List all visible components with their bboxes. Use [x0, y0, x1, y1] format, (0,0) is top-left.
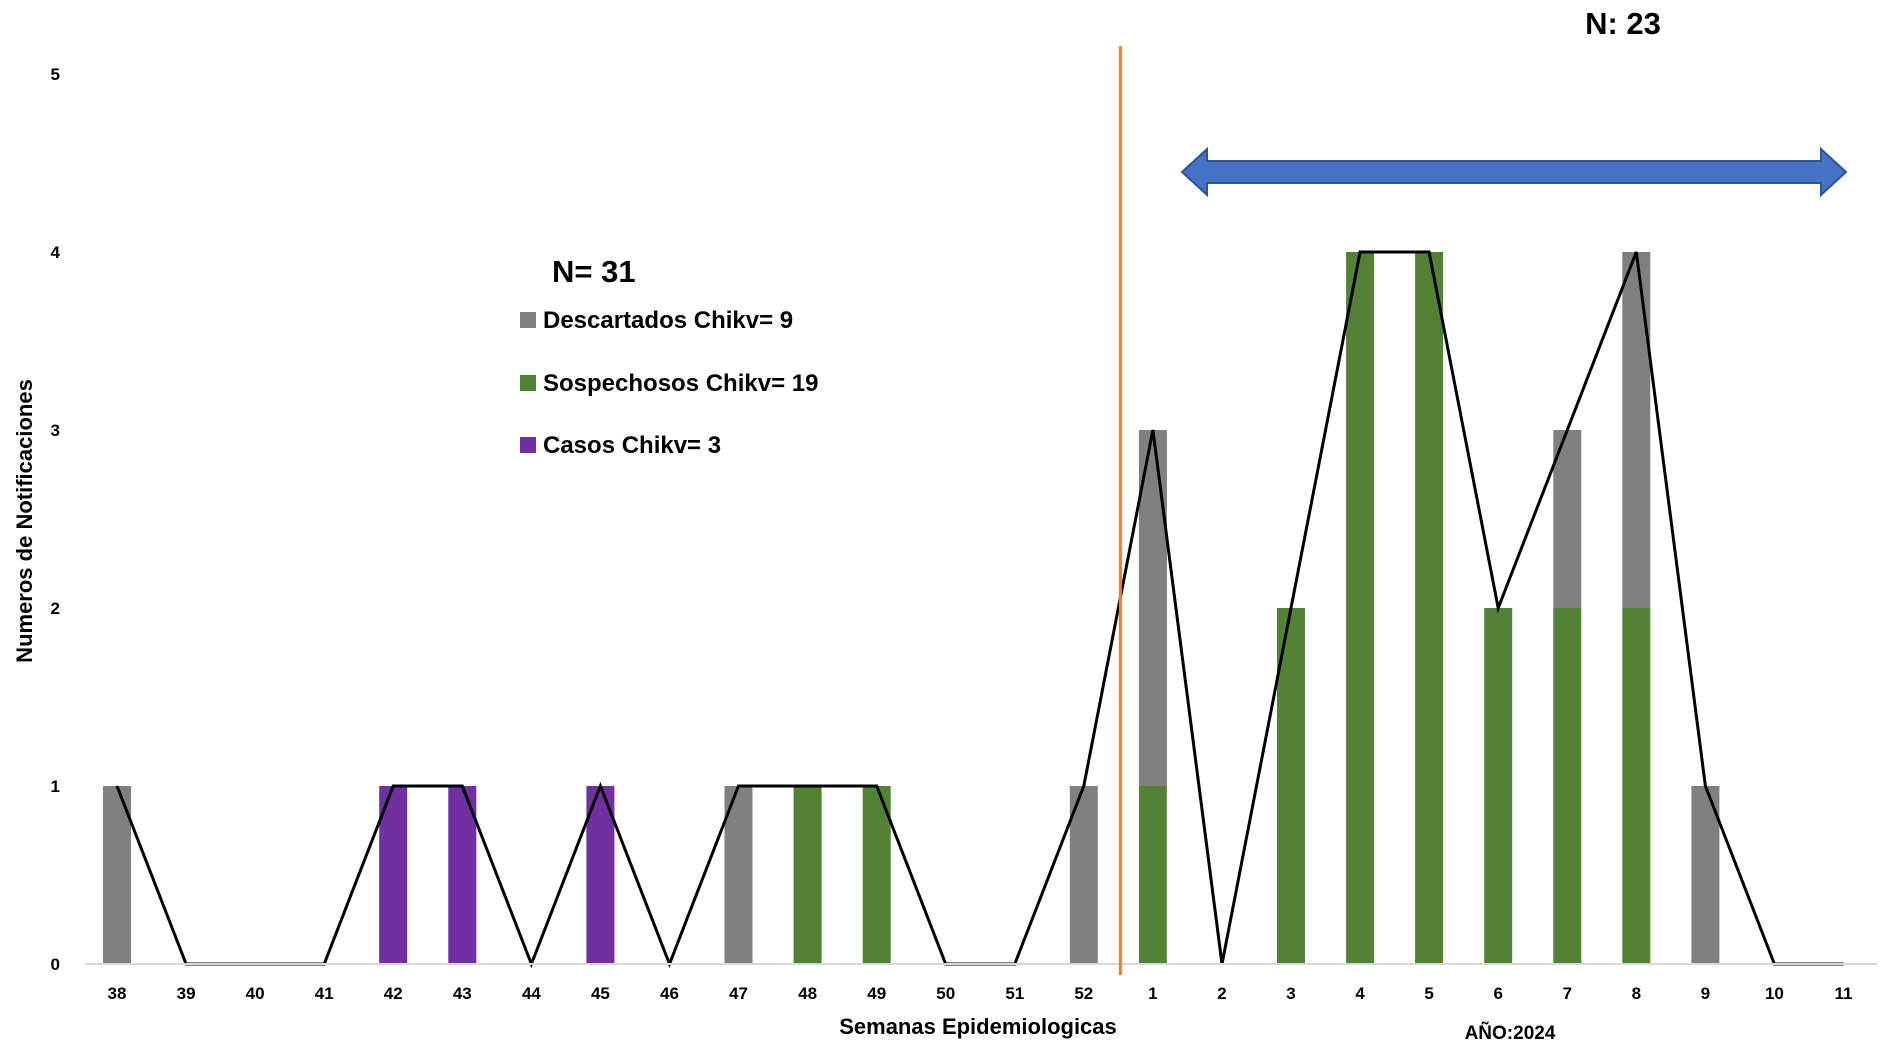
bar-43-series-2 [448, 786, 477, 964]
legend-swatch-0 [520, 312, 536, 328]
x-tick-label: 3 [1286, 984, 1295, 1003]
bar-52-series-1 [1069, 786, 1098, 964]
x-tick-label: 2 [1217, 984, 1226, 1003]
legend-label-2: Casos Chikv= 3 [543, 432, 721, 459]
x-tick-label: 6 [1493, 984, 1502, 1003]
x-tick-label: 38 [108, 984, 127, 1003]
y-tick-label: 1 [51, 777, 60, 796]
bar-1-series-1 [1138, 430, 1167, 786]
legend-title: N= 31 [552, 254, 636, 289]
y-tick-label: 0 [51, 955, 60, 974]
x-tick-label: 49 [867, 984, 886, 1003]
x-tick-label: 11 [1835, 984, 1853, 1003]
x-tick-label: 8 [1632, 984, 1641, 1003]
legend: N= 31 Descartados Chikv= 9 Sospechosos Ch… [520, 254, 818, 459]
bar-6-series-0 [1484, 608, 1513, 964]
bar-49-series-0 [862, 786, 891, 964]
bar-4-series-0 [1346, 252, 1375, 964]
x-tick-label: 41 [315, 984, 334, 1003]
bar-42-series-2 [379, 786, 408, 964]
x-tick-label: 51 [1005, 984, 1024, 1003]
x-tick-label: 43 [453, 984, 472, 1003]
bar-38-series-1 [103, 786, 131, 964]
double-arrow [1180, 146, 1848, 198]
y-tick-labels: 0 1 2 3 4 5 [51, 65, 61, 974]
bar-9-series-1 [1691, 786, 1720, 964]
bar-7-series-0 [1553, 608, 1582, 964]
x-tick-label: 39 [177, 984, 196, 1003]
x-tick-label: 52 [1074, 984, 1093, 1003]
bar-5-series-0 [1415, 252, 1444, 964]
legend-swatch-2 [520, 437, 536, 453]
x-tick-label: 42 [384, 984, 403, 1003]
bar-1-series-0 [1138, 786, 1167, 964]
x-tick-label: 44 [522, 984, 541, 1003]
legend-label-0: Descartados Chikv= 9 [543, 307, 793, 334]
arrow-n-label: N: 23 [1585, 6, 1661, 41]
x-tick-labels: 38 39 40 41 42 43 44 45 46 47 48 49 50 51 52 1 2 3 4 5 6 7 8 9 1… [108, 984, 1853, 1003]
bar-45-series-2 [586, 786, 615, 964]
bar-48-series-0 [793, 786, 822, 964]
x-tick-label: 9 [1701, 984, 1710, 1003]
x-axis-title: Semanas Epidemiologicas [839, 1014, 1117, 1039]
bar-3-series-0 [1277, 608, 1305, 964]
bar-47-series-1 [724, 786, 753, 964]
total-line-layer [115, 250, 1844, 969]
x-tick-label: 10 [1765, 984, 1784, 1003]
total-line [115, 250, 1844, 969]
legend-swatch-1 [520, 375, 536, 391]
x-tick-label: 46 [660, 984, 679, 1003]
x-tick-label: 48 [798, 984, 817, 1003]
y-tick-label: 4 [51, 243, 61, 262]
legend-items: Descartados Chikv= 9 Sospechosos Chikv= 1… [520, 307, 818, 459]
y-tick-label: 2 [51, 599, 60, 618]
x-tick-label: 4 [1355, 984, 1365, 1003]
bars-layer [103, 252, 1720, 964]
y-tick-label: 5 [51, 65, 60, 84]
bar-7-series-1 [1553, 430, 1582, 608]
double-arrow-shape [1180, 146, 1848, 198]
bar-8-series-0 [1622, 608, 1651, 964]
year-label: AÑO:2024 [1465, 1022, 1556, 1042]
x-tick-label: 47 [729, 984, 748, 1003]
x-tick-label: 7 [1563, 984, 1572, 1003]
x-tick-label: 1 [1148, 984, 1157, 1003]
bar-8-series-1 [1622, 252, 1651, 608]
legend-label-1: Sospechosos Chikv= 19 [543, 370, 818, 397]
x-tick-label: 45 [591, 984, 610, 1003]
x-tick-label: 40 [246, 984, 265, 1003]
y-axis-title: Numeros de Notificaciones [12, 379, 37, 663]
y-tick-label: 3 [51, 421, 60, 440]
x-tick-label: 50 [936, 984, 955, 1003]
x-tick-label: 5 [1424, 984, 1433, 1003]
